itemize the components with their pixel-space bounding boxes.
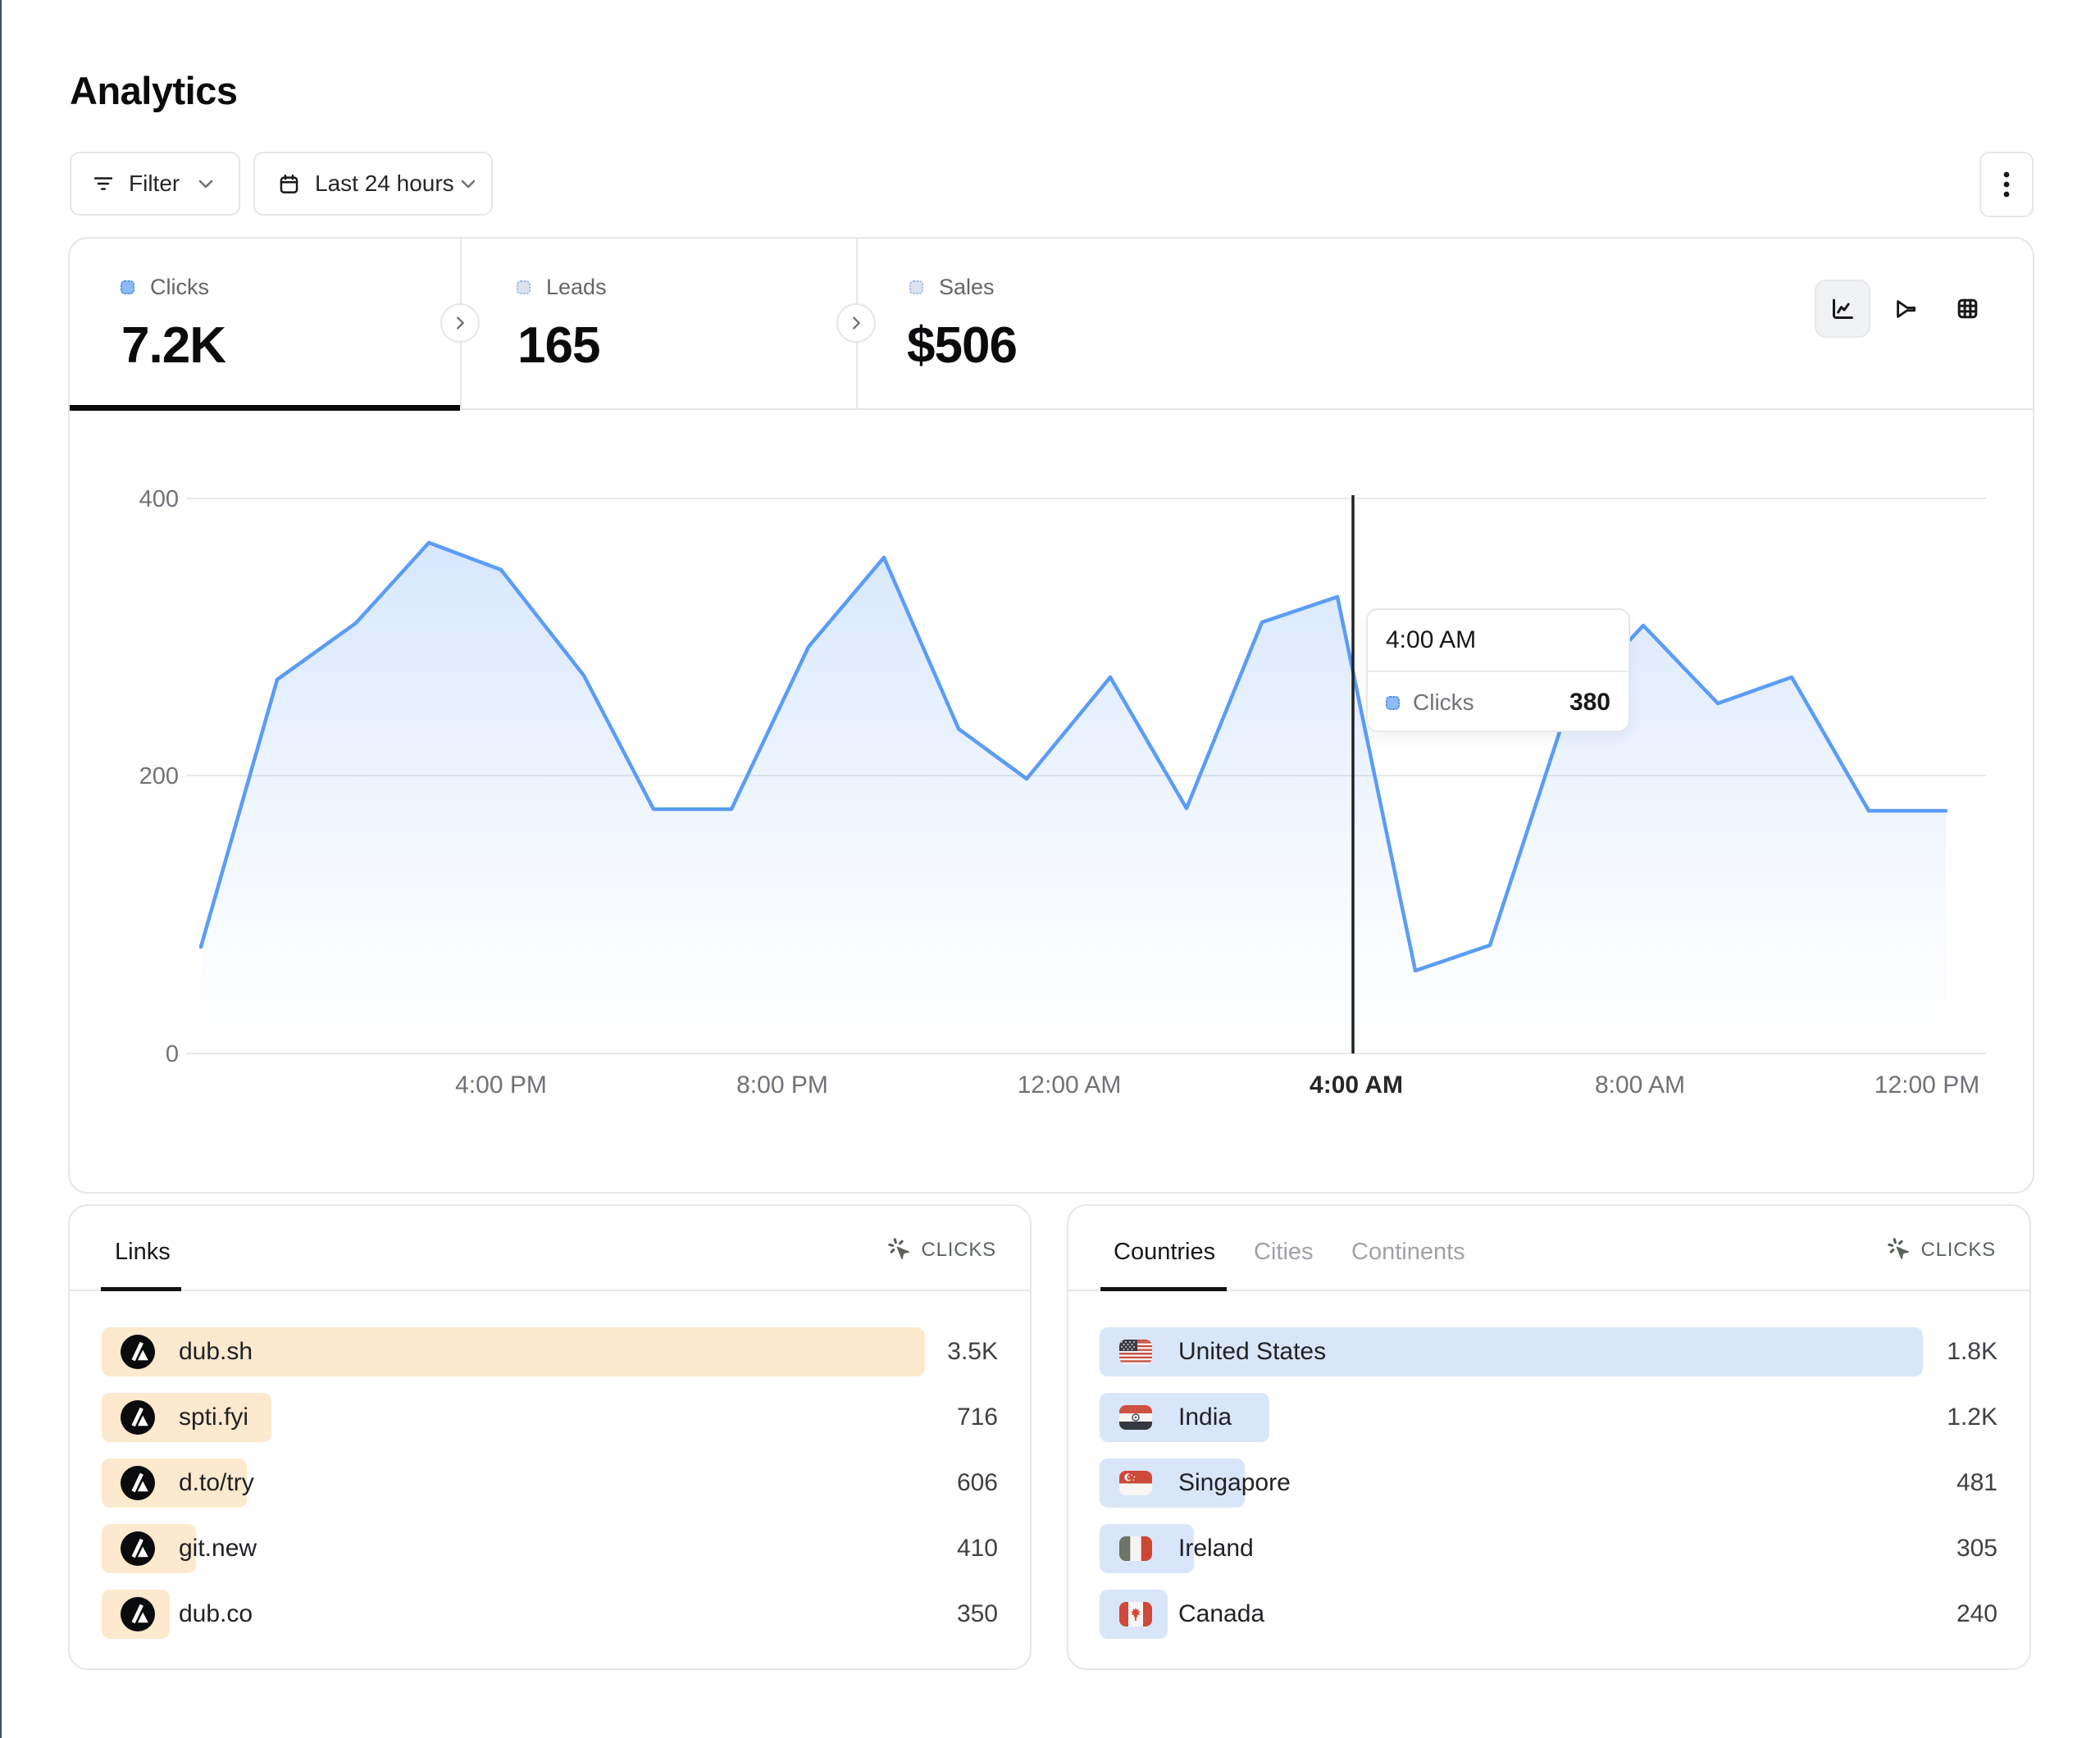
svg-text:12:00 PM: 12:00 PM [1875, 1071, 1979, 1099]
svg-text:0: 0 [166, 1041, 179, 1067]
svg-text:4:00 PM: 4:00 PM [455, 1071, 547, 1099]
svg-text:400: 400 [139, 486, 179, 512]
svg-text:8:00 PM: 8:00 PM [736, 1071, 828, 1099]
svg-text:8:00 AM: 8:00 AM [1595, 1071, 1685, 1099]
svg-text:4:00 AM: 4:00 AM [1310, 1071, 1403, 1099]
svg-text:12:00 AM: 12:00 AM [1018, 1071, 1122, 1099]
svg-text:200: 200 [139, 763, 179, 789]
